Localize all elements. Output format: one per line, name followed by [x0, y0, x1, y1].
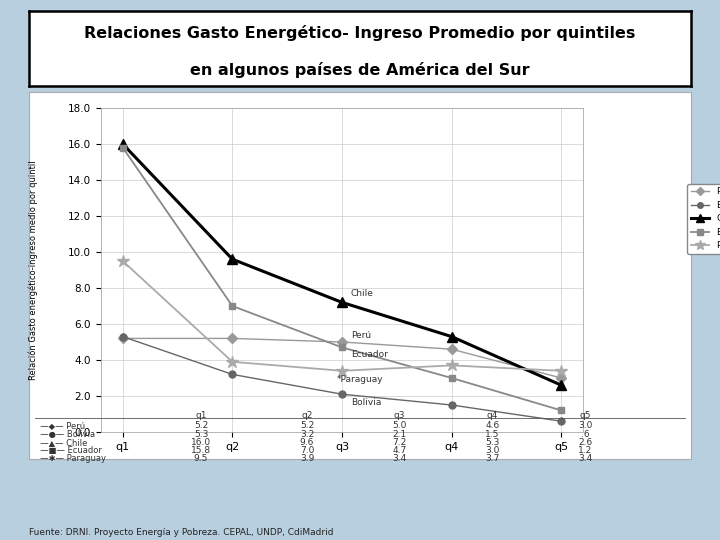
Text: Bolivia: Bolivia — [351, 398, 381, 407]
Text: 2.1: 2.1 — [392, 430, 407, 438]
Ecuador — [338, 344, 346, 350]
Text: 5.3: 5.3 — [194, 430, 208, 438]
Text: Relaciones Gasto Energético- Ingreso Promedio por quintiles: Relaciones Gasto Energético- Ingreso Pro… — [84, 25, 636, 42]
Ecuador — [447, 375, 456, 381]
Text: Chile: Chile — [351, 289, 374, 298]
Bolivia — [557, 418, 566, 424]
Chile — [557, 382, 566, 388]
Chile — [228, 256, 237, 262]
Text: 7.0: 7.0 — [300, 446, 314, 455]
Text: 3.2: 3.2 — [300, 430, 314, 438]
Text: —●— Bolivia: —●— Bolivia — [35, 430, 96, 438]
Perú — [447, 346, 456, 353]
Text: en algunos países de América del Sur: en algunos países de América del Sur — [190, 62, 530, 78]
Ecuador — [118, 144, 127, 151]
Text: 3.0: 3.0 — [485, 446, 500, 455]
Perú — [557, 375, 566, 381]
Bolivia — [338, 391, 346, 397]
Bolivia — [228, 371, 237, 377]
Bolivia — [118, 333, 127, 340]
Text: 4.6: 4.6 — [485, 421, 500, 430]
Perú — [228, 335, 237, 342]
Paraguay — [557, 368, 566, 374]
Text: 1.2: 1.2 — [578, 446, 593, 455]
Text: 3.0: 3.0 — [578, 421, 593, 430]
Line: Bolivia: Bolivia — [120, 333, 564, 424]
Text: 5.0: 5.0 — [392, 421, 407, 430]
Text: q5: q5 — [580, 411, 591, 420]
Text: q4: q4 — [487, 411, 498, 420]
Text: q3: q3 — [394, 411, 405, 420]
Text: q1: q1 — [195, 411, 207, 420]
Text: —▲— Chile: —▲— Chile — [35, 438, 88, 447]
Text: 9.6: 9.6 — [300, 438, 314, 447]
Paraguay — [447, 362, 456, 369]
Text: 3.9: 3.9 — [300, 454, 314, 463]
Y-axis label: Relación Gasto energético-ingreso medio por quintil: Relación Gasto energético-ingreso medio … — [29, 160, 38, 380]
Bolivia — [447, 402, 456, 408]
Line: Ecuador: Ecuador — [120, 144, 564, 414]
Text: —◆— Perú: —◆— Perú — [35, 421, 86, 430]
Text: *Paraguay: *Paraguay — [336, 375, 383, 383]
Text: —■— Ecuador: —■— Ecuador — [35, 446, 102, 455]
Ecuador — [557, 407, 566, 414]
Line: Paraguay: Paraguay — [117, 255, 567, 377]
Perú — [118, 335, 127, 342]
Chile — [447, 333, 456, 340]
Text: Perú: Perú — [351, 330, 371, 340]
Text: 5.2: 5.2 — [300, 421, 314, 430]
Text: .6: .6 — [581, 430, 590, 438]
Text: 4.7: 4.7 — [392, 446, 407, 455]
Line: Chile: Chile — [118, 139, 566, 390]
Text: 1.5: 1.5 — [485, 430, 500, 438]
Paraguay — [228, 359, 237, 365]
Text: q2: q2 — [302, 411, 312, 420]
Text: —✱— Paraguay: —✱— Paraguay — [35, 454, 107, 463]
Text: 16.0: 16.0 — [191, 438, 211, 447]
Paraguay — [118, 258, 127, 264]
Line: Perú: Perú — [120, 335, 564, 381]
Legend: Perú, Bolivia, Chile, Ecuador, Paraguay: Perú, Bolivia, Chile, Ecuador, Paraguay — [688, 184, 720, 254]
Perú — [338, 339, 346, 345]
Chile — [118, 141, 127, 147]
Paraguay — [338, 368, 346, 374]
Ecuador — [228, 303, 237, 309]
Text: 3.4: 3.4 — [578, 454, 593, 463]
Text: 5.2: 5.2 — [194, 421, 208, 430]
Text: Fuente: DRNI. Proyecto Energía y Pobreza. CEPAL, UNDP, CdiMadrid: Fuente: DRNI. Proyecto Energía y Pobreza… — [29, 528, 333, 537]
Text: 3.7: 3.7 — [485, 454, 500, 463]
Chile — [338, 299, 346, 306]
Text: 5.3: 5.3 — [485, 438, 500, 447]
Text: 3.4: 3.4 — [392, 454, 407, 463]
Text: 2.6: 2.6 — [578, 438, 593, 447]
Text: 7.2: 7.2 — [392, 438, 407, 447]
Text: 9.5: 9.5 — [194, 454, 208, 463]
Text: 15.8: 15.8 — [191, 446, 211, 455]
Text: Ecuador: Ecuador — [351, 350, 387, 359]
